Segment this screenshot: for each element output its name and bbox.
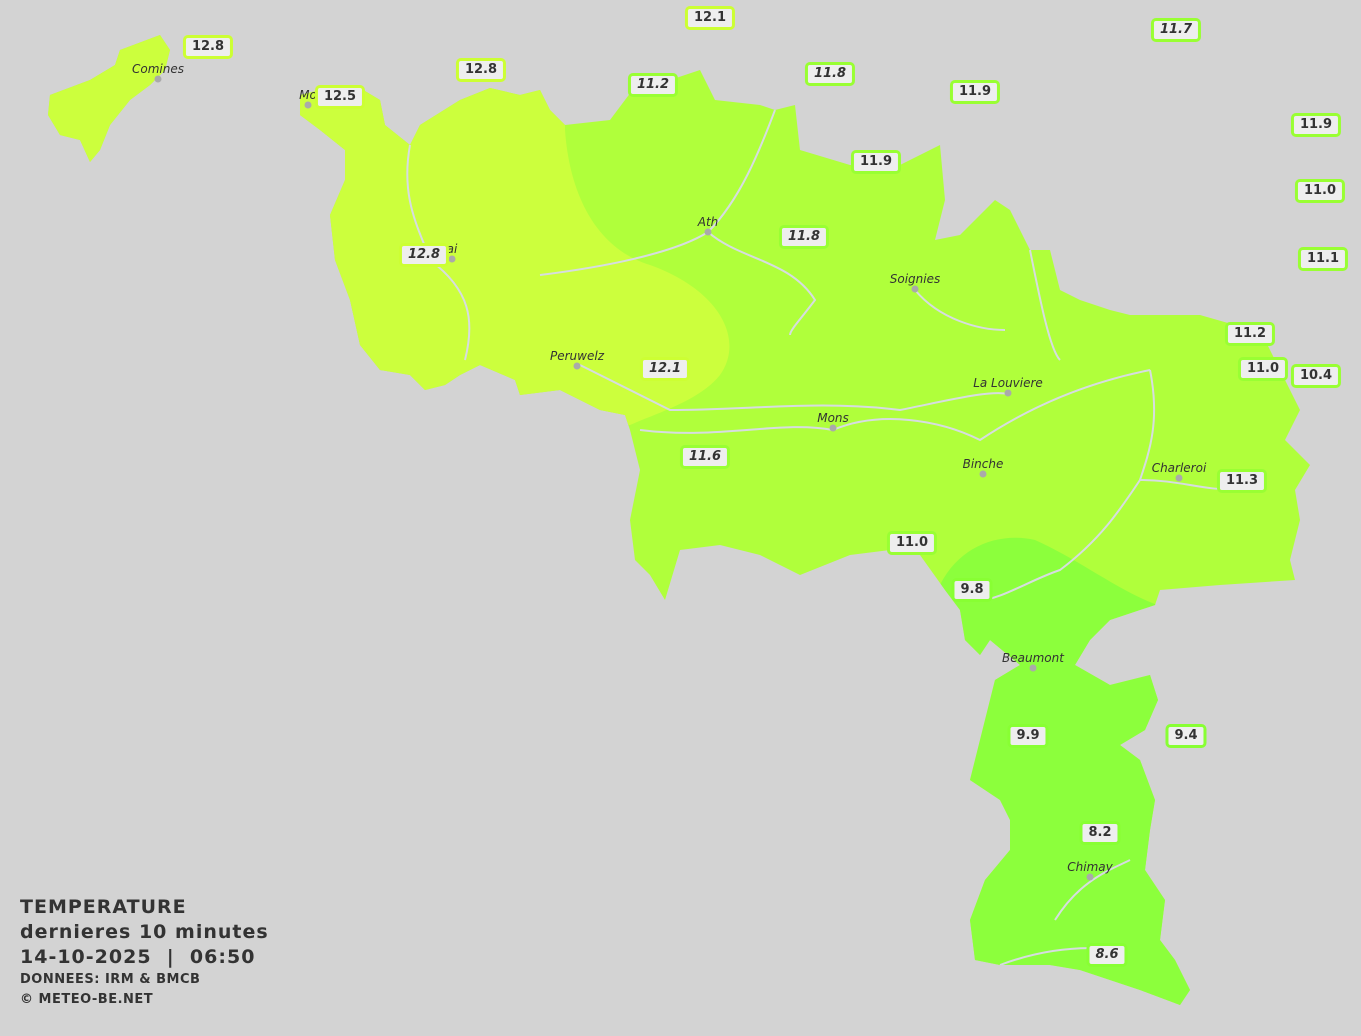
city-label: Peruwelz: [550, 349, 604, 363]
legend-datetime: 14-10-2025 | 06:50: [20, 946, 256, 968]
station-temperature-label[interactable]: 11.2: [627, 73, 679, 97]
station-temperature-label[interactable]: 8.6: [1086, 943, 1128, 967]
station-temperature-label[interactable]: 11.0: [1237, 357, 1289, 381]
station-temperature-label[interactable]: 12.8: [398, 243, 450, 267]
city-marker: [704, 228, 712, 236]
station-temperature-label[interactable]: 11.1: [1297, 247, 1349, 271]
station-temperature-label[interactable]: 9.9: [1007, 724, 1049, 748]
station-temperature-label[interactable]: 11.8: [778, 225, 830, 249]
station-temperature-label[interactable]: 12.1: [639, 357, 691, 381]
station-temperature-label[interactable]: 11.0: [1294, 179, 1346, 203]
legend: TEMPERATURE dernieres 10 minutes 14-10-2…: [20, 895, 269, 1010]
city-marker: [1029, 664, 1037, 672]
legend-title: TEMPERATURE: [20, 896, 187, 918]
station-temperature-label[interactable]: 10.4: [1290, 364, 1342, 388]
station-temperature-label[interactable]: 11.9: [1290, 113, 1342, 137]
legend-copyright: © METEO-BE.NET: [20, 992, 154, 1007]
city-label: Beaumont: [1002, 651, 1064, 665]
city-label: La Louviere: [973, 376, 1043, 390]
station-temperature-label[interactable]: 11.8: [804, 62, 856, 86]
city-marker: [1175, 474, 1183, 482]
city-label: Soignies: [889, 272, 941, 286]
city-label: Mons: [817, 411, 849, 425]
legend-source: DONNEES: IRM & BMCB: [20, 972, 201, 987]
station-temperature-label[interactable]: 11.6: [679, 445, 731, 469]
station-temperature-label[interactable]: 11.7: [1150, 18, 1202, 42]
city-label: Mo: [299, 88, 317, 102]
station-temperature-label[interactable]: 11.2: [1224, 322, 1276, 346]
city-label: Ath: [697, 215, 719, 229]
city-label: ai: [446, 242, 458, 256]
legend-period: dernieres 10 minutes: [20, 921, 269, 943]
city-marker: [573, 362, 581, 370]
city-marker: [979, 470, 987, 478]
city-marker: [911, 285, 919, 293]
station-temperature-label[interactable]: 11.3: [1216, 469, 1268, 493]
city-marker: [304, 101, 312, 109]
station-temperature-label[interactable]: 11.9: [850, 150, 902, 174]
station-temperature-label[interactable]: 8.2: [1079, 821, 1121, 845]
city-label: Chimay: [1067, 860, 1113, 874]
station-temperature-label[interactable]: 12.1: [684, 6, 736, 30]
city-marker: [448, 255, 456, 263]
station-temperature-label[interactable]: 12.5: [314, 85, 366, 109]
station-temperature-label[interactable]: 12.8: [182, 35, 234, 59]
city-label: Charleroi: [1151, 461, 1207, 475]
station-temperature-label[interactable]: 11.0: [886, 531, 938, 555]
city-marker: [829, 424, 837, 432]
station-temperature-label[interactable]: 9.4: [1165, 724, 1207, 748]
station-temperature-label[interactable]: 11.9: [949, 80, 1001, 104]
city-marker: [154, 75, 162, 83]
city-marker: [1004, 389, 1012, 397]
station-temperature-label[interactable]: 9.8: [951, 578, 993, 602]
city-label: Comines: [132, 62, 184, 76]
station-temperature-label[interactable]: 12.8: [455, 58, 507, 82]
zone-10: [900, 537, 1250, 1005]
city-marker: [1086, 873, 1094, 881]
city-label: Binche: [962, 457, 1004, 471]
